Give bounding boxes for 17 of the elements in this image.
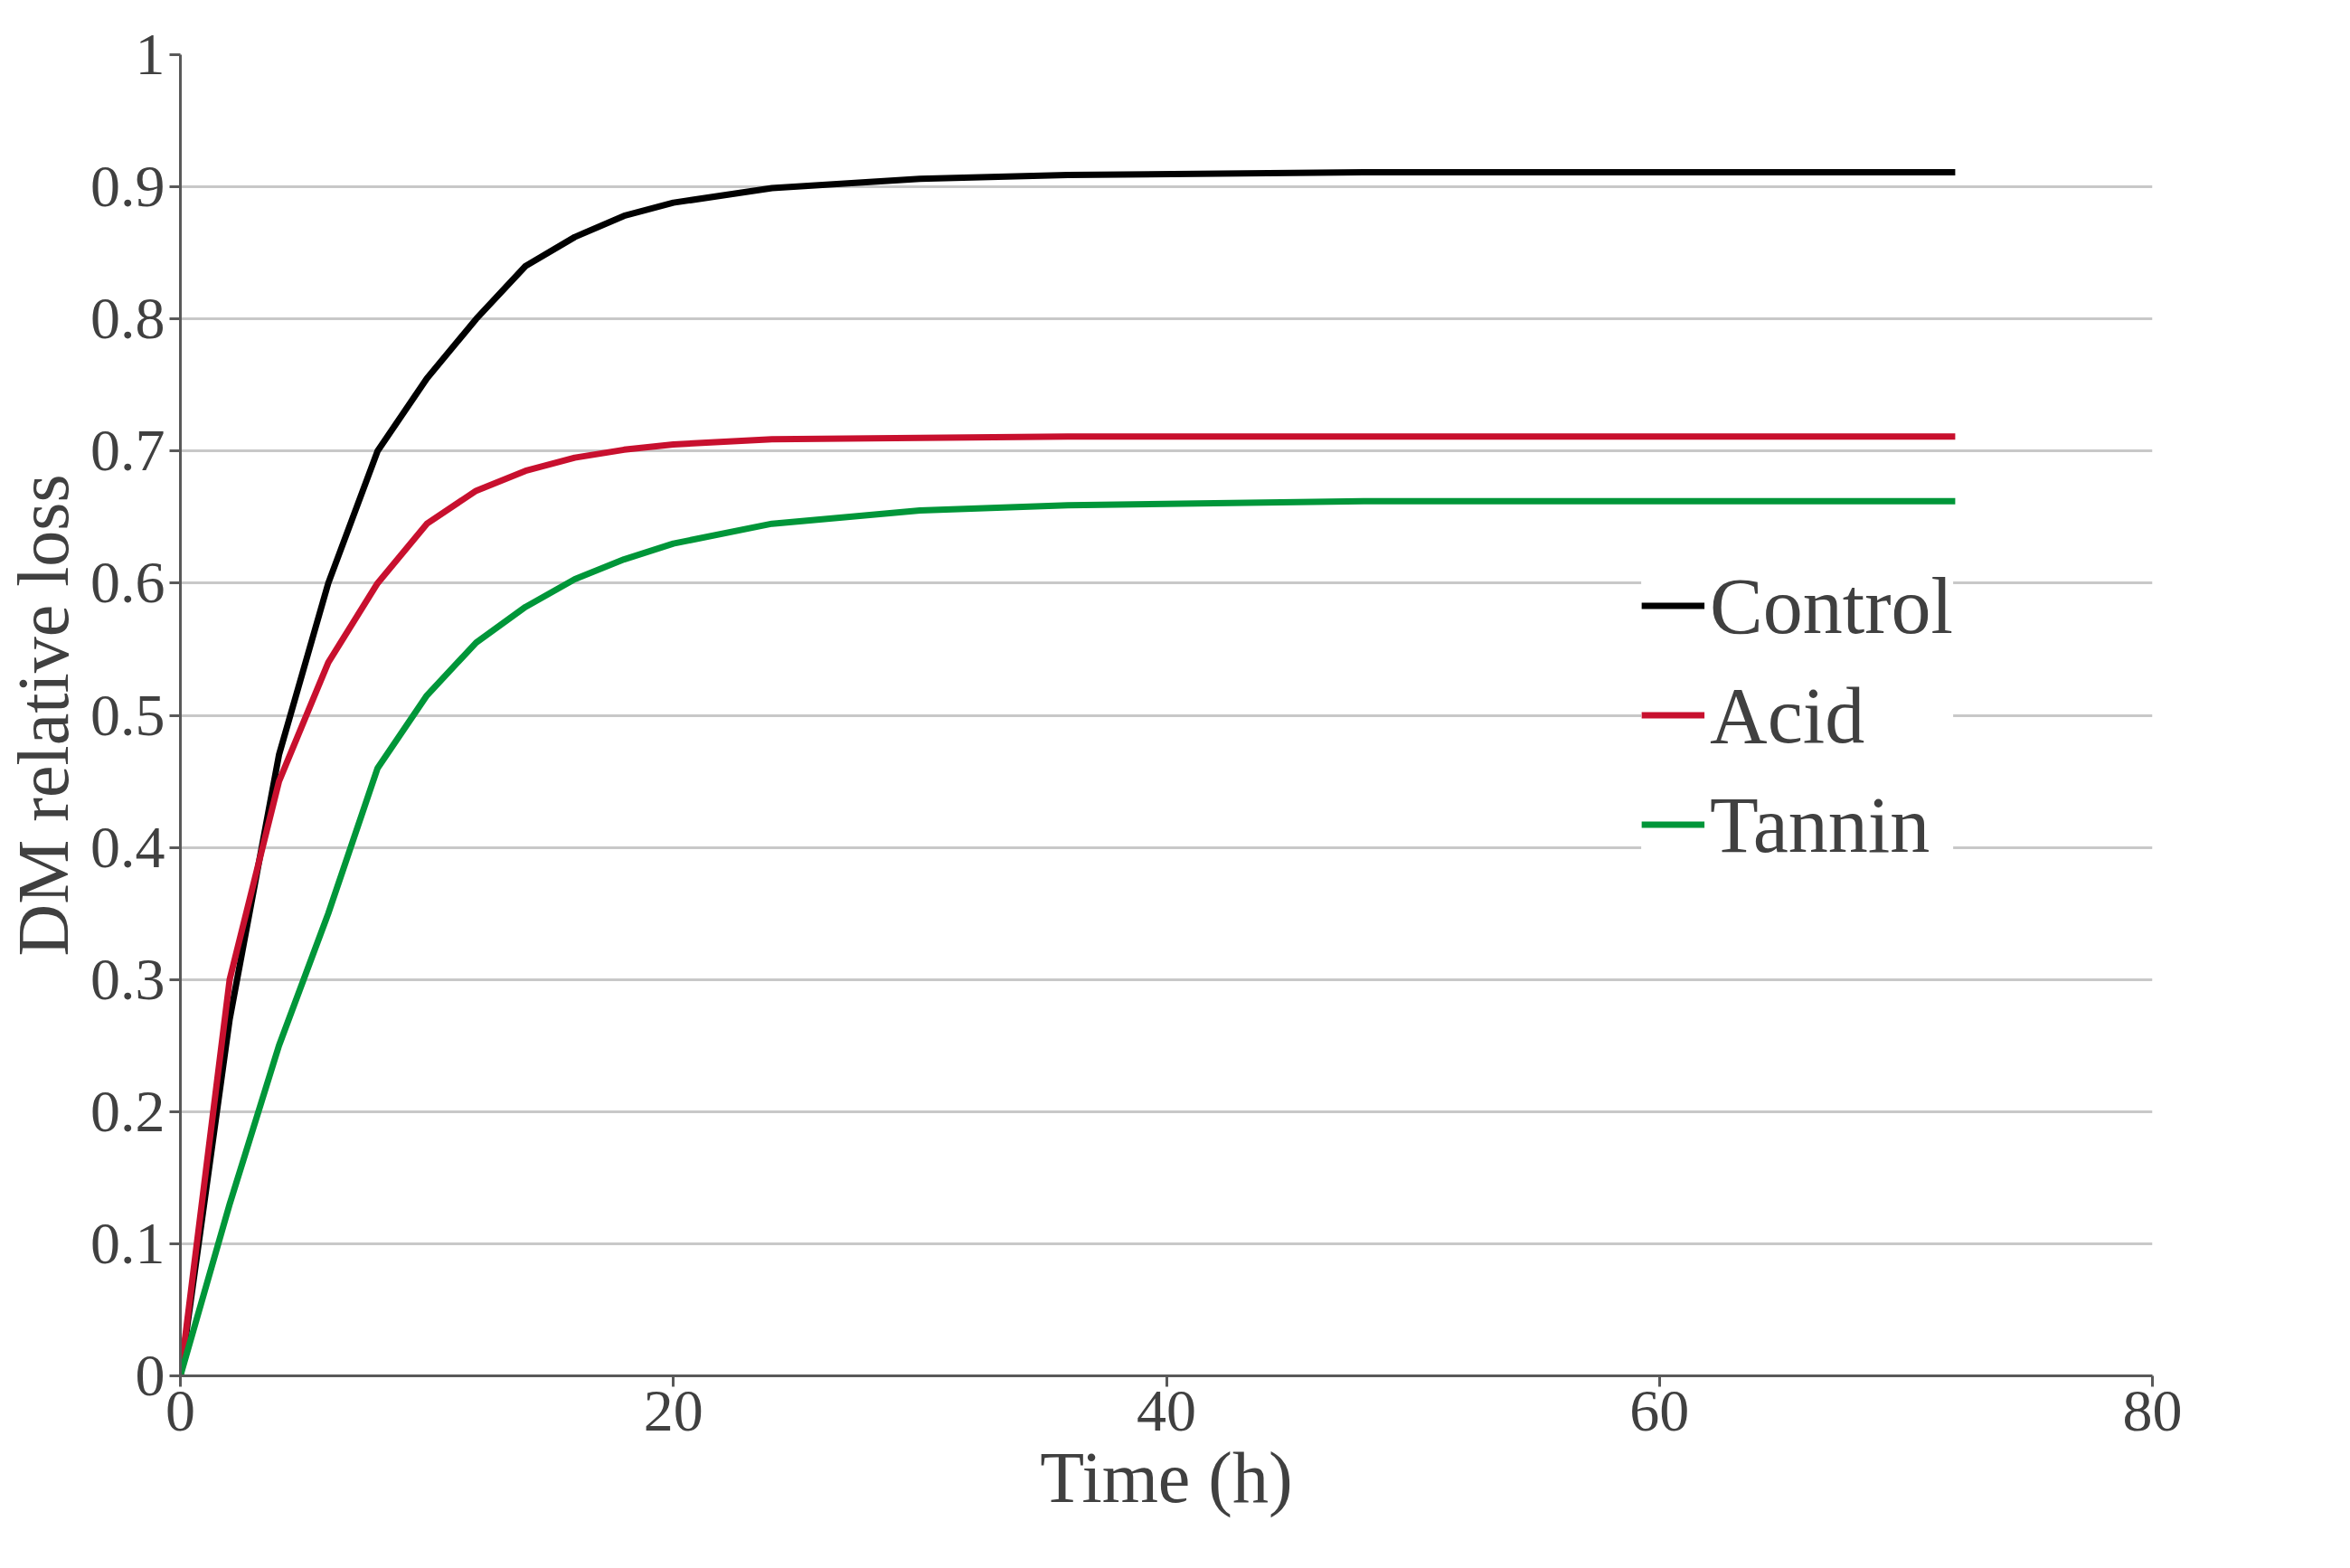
x-tick-label: 20 <box>643 1376 703 1443</box>
y-axis-title: DM relative loss <box>4 474 83 957</box>
y-tick-label: 0.2 <box>90 1077 165 1144</box>
x-tick-label: 80 <box>2122 1376 2183 1443</box>
y-tick-label: 0.7 <box>90 417 165 484</box>
y-tick-label: 0.5 <box>90 681 165 748</box>
y-tick-label: 1 <box>135 21 165 87</box>
legend-label: Tannin <box>1710 779 1930 870</box>
y-tick-label: 0.3 <box>90 945 165 1012</box>
y-tick-label: 0.8 <box>90 285 165 352</box>
legend-label: Control <box>1710 561 1953 651</box>
y-tick-label: 0.6 <box>90 549 165 616</box>
x-tick-label: 60 <box>1629 1376 1690 1443</box>
y-tick-label: 0.1 <box>90 1209 165 1276</box>
y-tick-label: 0.4 <box>90 813 165 880</box>
legend-label: Acid <box>1710 670 1865 760</box>
y-tick-label: 0.9 <box>90 153 165 220</box>
